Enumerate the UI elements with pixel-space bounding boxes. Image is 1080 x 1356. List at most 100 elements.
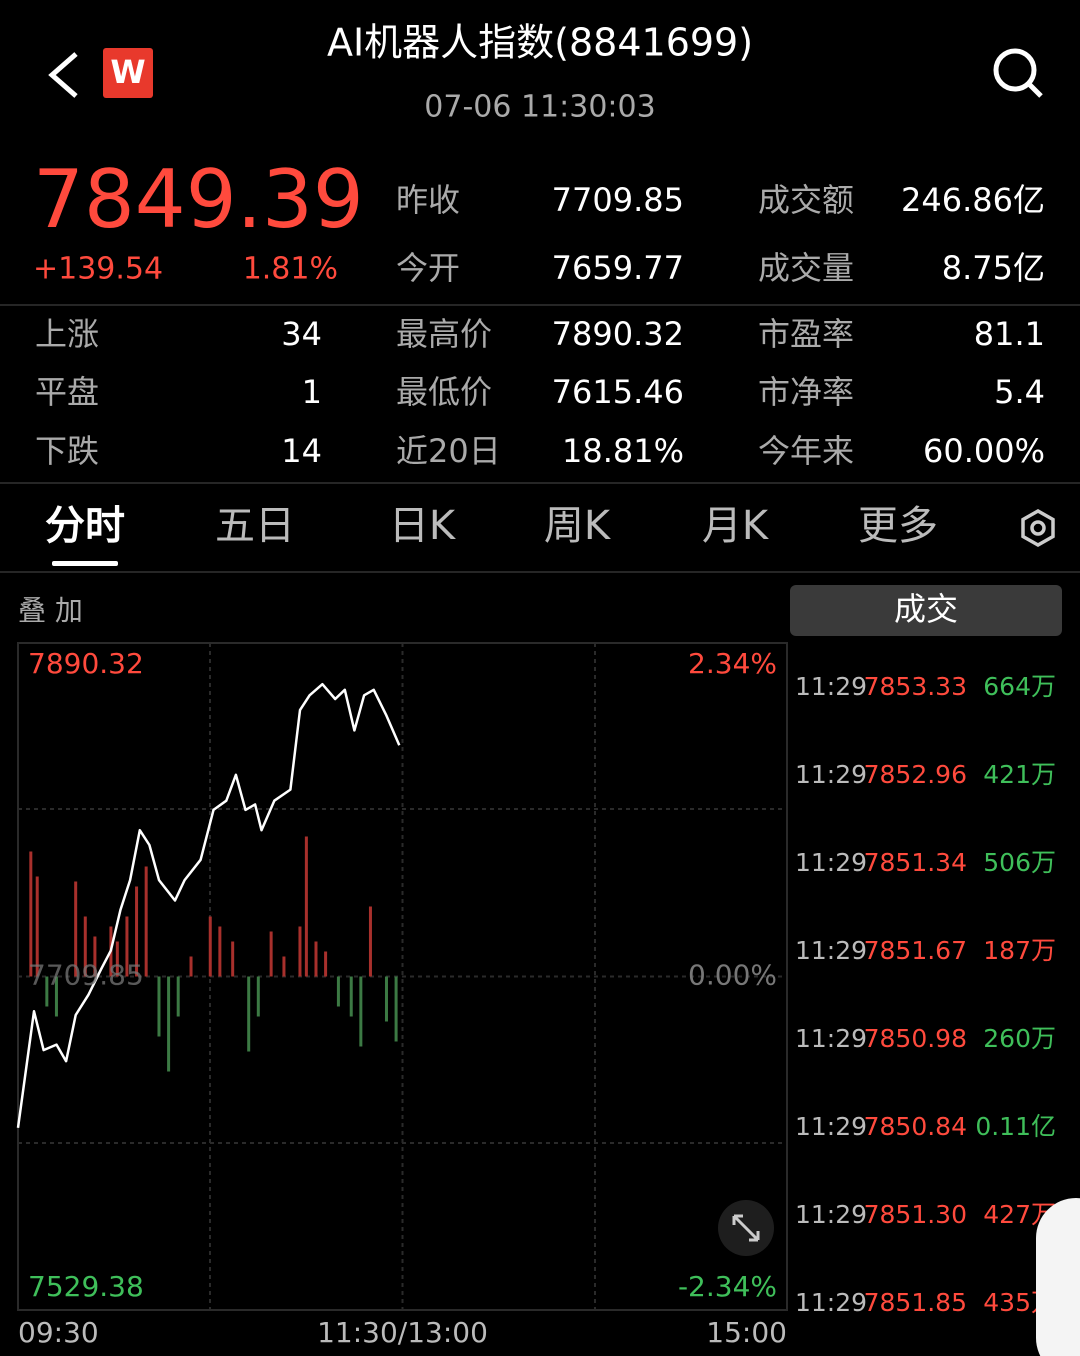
y-tick-label: 7529.38 xyxy=(28,1270,144,1303)
stat-value: 7615.46 xyxy=(552,373,684,411)
stat-value: 246.86亿 xyxy=(901,181,1045,219)
volume-bar xyxy=(135,886,139,977)
tab[interactable]: 五日 xyxy=(215,503,295,549)
price-change-pct: 1.81% xyxy=(243,252,338,287)
tab-underline xyxy=(52,561,118,566)
volume-bar xyxy=(189,956,193,977)
stat-label: 平盘 xyxy=(35,373,99,411)
stat-label: 今年来 xyxy=(758,432,854,470)
trade-time: 11:29 xyxy=(795,936,867,965)
y-tick-label: 7709.85 xyxy=(28,959,144,992)
stat-value: 1 xyxy=(302,373,322,411)
search-button[interactable] xyxy=(993,48,1043,98)
trade-price: 7851.30 xyxy=(864,1200,967,1229)
floating-widget[interactable] xyxy=(1036,1198,1080,1356)
volume-bar xyxy=(93,936,97,977)
stat-label: 市净率 xyxy=(758,373,854,411)
trade-volume: 421万 xyxy=(983,760,1056,789)
volume-bar xyxy=(349,976,353,1017)
tab[interactable]: 分时 xyxy=(45,503,125,549)
volume-bar xyxy=(304,836,308,977)
volume-bar xyxy=(208,916,212,977)
expand-icon xyxy=(732,1214,760,1242)
app-logo xyxy=(103,48,153,98)
stat-label: 市盈率 xyxy=(758,315,854,353)
trade-price: 7850.84 xyxy=(864,1112,967,1141)
volume-bar xyxy=(247,976,251,1052)
volume-bar xyxy=(74,881,78,977)
volume-bar xyxy=(368,906,372,977)
volume-bar xyxy=(298,926,302,977)
volume-bar xyxy=(167,976,171,1072)
volume-bar xyxy=(45,976,49,1007)
tab[interactable]: 周K xyxy=(544,503,612,549)
volume-bar xyxy=(314,941,318,977)
volume-bar xyxy=(256,976,260,1017)
stat-value: 14 xyxy=(281,432,322,470)
logo-text: W xyxy=(110,53,145,91)
volume-bar xyxy=(54,976,58,1017)
overlay-button[interactable]: 叠 加 xyxy=(18,594,83,627)
back-button[interactable] xyxy=(48,52,78,98)
volume-bar xyxy=(157,976,161,1037)
stat-value: 7709.85 xyxy=(552,181,684,219)
trade-time: 11:29 xyxy=(795,1024,867,1053)
trade-volume: 506万 xyxy=(983,848,1056,877)
stat-label: 上涨 xyxy=(35,315,99,353)
price-change: +139.54 xyxy=(33,252,163,287)
volume-bar xyxy=(359,976,363,1047)
trade-volume: 260万 xyxy=(983,1024,1056,1053)
page-title: AI机器人指数(8841699) xyxy=(327,21,753,65)
x-tick-label: 09:30 xyxy=(18,1316,99,1349)
volume-bar xyxy=(35,876,39,977)
trades-tab-bg[interactable] xyxy=(790,585,1062,636)
search-icon-handle xyxy=(1027,82,1043,98)
stat-label: 成交量 xyxy=(758,249,854,287)
trade-time: 11:29 xyxy=(795,672,867,701)
datetime: 07-06 11:30:03 xyxy=(424,90,655,125)
stat-label: 最低价 xyxy=(396,373,492,411)
volume-bar xyxy=(282,956,286,977)
stat-label: 近20日 xyxy=(396,432,501,470)
search-icon xyxy=(993,48,1037,92)
stat-label: 昨收 xyxy=(396,181,460,219)
stat-value: 5.4 xyxy=(994,373,1045,411)
trade-price: 7851.67 xyxy=(864,936,967,965)
trade-time: 11:29 xyxy=(795,1288,867,1317)
y2-tick-label: 0.00% xyxy=(688,959,777,992)
stat-value: 7659.77 xyxy=(552,249,684,287)
last-price: 7849.39 xyxy=(33,153,364,246)
volume-bar xyxy=(125,916,129,977)
volume-bar xyxy=(29,851,33,977)
trade-price: 7850.98 xyxy=(864,1024,967,1053)
stat-value: 7890.32 xyxy=(552,315,684,353)
tab[interactable]: 更多 xyxy=(858,503,938,549)
volume-bar xyxy=(384,976,388,1022)
trade-price: 7851.85 xyxy=(864,1288,967,1317)
volume-bar xyxy=(115,941,119,977)
trade-volume: 187万 xyxy=(983,936,1056,965)
y-tick-label: 7890.32 xyxy=(28,647,144,680)
trade-volume: 664万 xyxy=(983,672,1056,701)
x-tick-label: 11:30/13:00 xyxy=(317,1316,488,1349)
volume-bar xyxy=(218,926,222,977)
price-line xyxy=(16,682,401,1128)
trades-tab[interactable]: 成交 xyxy=(894,590,958,628)
settings-button[interactable] xyxy=(1021,508,1055,548)
trade-time: 11:29 xyxy=(795,760,867,789)
tab[interactable]: 月K xyxy=(702,503,770,549)
volume-bar xyxy=(231,941,235,977)
y2-tick-label: 2.34% xyxy=(688,647,777,680)
trade-time: 11:29 xyxy=(795,848,867,877)
trade-price: 7852.96 xyxy=(864,760,967,789)
volume-bar xyxy=(176,976,180,1017)
volume-bar xyxy=(269,931,273,977)
volume-bar xyxy=(394,976,398,1042)
stat-label: 下跌 xyxy=(35,432,99,470)
volume-bar xyxy=(324,951,328,977)
stat-label: 今开 xyxy=(396,249,460,287)
stat-value: 18.81% xyxy=(562,432,684,470)
tab[interactable]: 日K xyxy=(389,503,457,549)
stat-label: 成交额 xyxy=(758,181,854,219)
